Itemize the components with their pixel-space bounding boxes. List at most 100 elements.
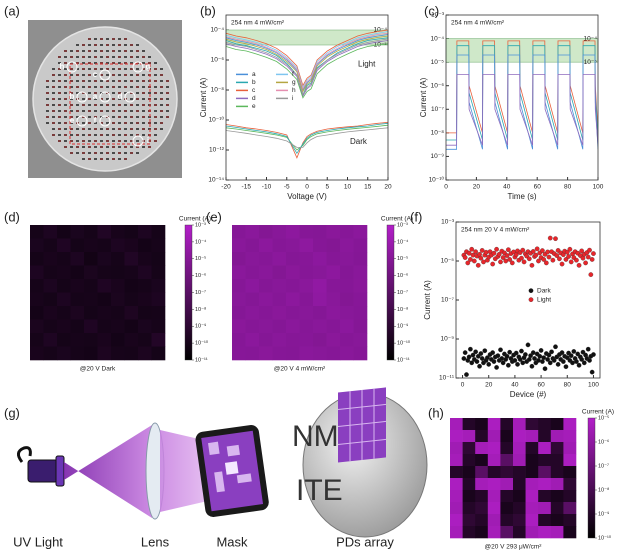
- data-point: [466, 354, 472, 360]
- data-point: [474, 359, 480, 364]
- device-dot: [58, 98, 61, 100]
- heatmap-cell: [97, 306, 112, 320]
- device-dot: [124, 68, 127, 70]
- colorbar-tick-label: 10⁻⁹: [598, 510, 609, 517]
- plot-frame: [455, 221, 601, 379]
- device-dot: [64, 86, 67, 88]
- device-dot: [46, 116, 49, 118]
- device-dot: [166, 110, 169, 112]
- heatmap-cell: [57, 252, 71, 266]
- device-dot: [76, 152, 79, 154]
- device-dot: [130, 122, 133, 124]
- y-tick-label: 10⁻⁶: [211, 57, 225, 64]
- heatmap-cell: [232, 252, 246, 266]
- y-tick-label: 10⁻⁶: [431, 82, 445, 89]
- device-dot: [76, 116, 79, 118]
- device-marker: [124, 91, 136, 103]
- heatmap-cell: [259, 306, 273, 320]
- heatmap-cell: [326, 292, 341, 307]
- y-tick-label: 10⁻⁸: [431, 130, 445, 137]
- heatmap-cell: [84, 252, 98, 266]
- device-dot: [70, 92, 73, 94]
- device-dot: [130, 98, 133, 100]
- heatmap-cell: [475, 430, 489, 443]
- data-point: [547, 235, 553, 241]
- colorbar-tick-label: 10⁻⁸: [397, 306, 408, 313]
- heatmap-cell: [272, 279, 287, 293]
- device-dot: [130, 74, 133, 76]
- device-dot: [52, 80, 55, 82]
- heatmap-cell: [232, 265, 246, 280]
- heatmap-cell: [124, 238, 139, 253]
- data-point: [478, 255, 484, 261]
- heatmap-cell: [563, 442, 577, 455]
- heatmap-cell: [513, 442, 526, 455]
- heatmap-cell: [313, 346, 327, 361]
- y-tick-label: 10⁻³: [441, 219, 455, 226]
- heatmap-cell: [513, 454, 526, 467]
- device-dot: [88, 56, 91, 58]
- device-dot: [82, 146, 85, 148]
- colorbar-tick-label: 10⁻⁵: [195, 255, 206, 262]
- device-dot: [124, 128, 127, 130]
- light-label: Light: [358, 60, 376, 69]
- device-dot: [88, 68, 91, 70]
- heatmap-cell: [326, 346, 341, 361]
- colorbar-tick-label: 10⁻⁷: [195, 289, 206, 296]
- device-dot: [88, 122, 91, 124]
- data-point: [538, 348, 544, 353]
- condition-label: 254 nm 4 mW/cm²: [231, 20, 285, 27]
- device-dot: [70, 50, 73, 52]
- legend-label: i: [292, 95, 293, 102]
- x-tick-label: 20: [473, 184, 481, 191]
- device-marker: [132, 61, 144, 73]
- device-dot: [64, 68, 67, 70]
- device-dot: [70, 56, 73, 58]
- heatmap-cell: [500, 478, 514, 491]
- panel-label: (b): [200, 3, 216, 18]
- heatmap-cell: [340, 279, 354, 293]
- colorbar-tick-label: 10⁻¹⁰: [195, 340, 209, 347]
- heatmap-cell: [97, 265, 112, 280]
- device-dot: [154, 116, 157, 118]
- device-dot: [166, 104, 169, 106]
- selection-box: [69, 63, 151, 145]
- device-dot: [154, 110, 157, 112]
- device-dot: [124, 146, 127, 148]
- heatmap-cell: [70, 306, 85, 320]
- device-dot: [82, 98, 85, 100]
- device-dot: [82, 62, 85, 64]
- heatmap-cell: [487, 490, 501, 503]
- device-dot: [76, 44, 79, 46]
- mask-cell: [208, 441, 220, 455]
- data-point: [507, 349, 513, 355]
- heatmap-cell: [353, 279, 368, 293]
- device-dot: [94, 92, 97, 94]
- device-dot: [142, 110, 145, 112]
- device-dot: [124, 62, 127, 64]
- wafer-photo: a b c d e f g h i: [28, 20, 182, 178]
- device-dot: [82, 158, 85, 160]
- data-point: [589, 369, 595, 375]
- device-dot: [106, 74, 109, 76]
- schematic-label: Lens: [141, 534, 170, 549]
- heatmap-cell: [272, 292, 287, 307]
- heatmap-cell: [111, 279, 125, 293]
- lamp-cable: [17, 446, 32, 463]
- device-dot: [136, 134, 139, 136]
- device-dot: [52, 74, 55, 76]
- heatmap-cell: [538, 454, 552, 467]
- device-dot: [94, 56, 97, 58]
- device-dot: [154, 122, 157, 124]
- y-tick-label: 10⁻³: [431, 12, 445, 19]
- x-tick-label: 100: [588, 382, 599, 389]
- device-dot: [100, 134, 103, 136]
- device-dot: [100, 86, 103, 88]
- uv-lamp-head: [55, 455, 65, 487]
- device-dot: [112, 62, 115, 64]
- data-point: [469, 360, 475, 366]
- data-point: [563, 257, 569, 262]
- device-dot: [100, 122, 103, 124]
- device-dot: [88, 158, 91, 160]
